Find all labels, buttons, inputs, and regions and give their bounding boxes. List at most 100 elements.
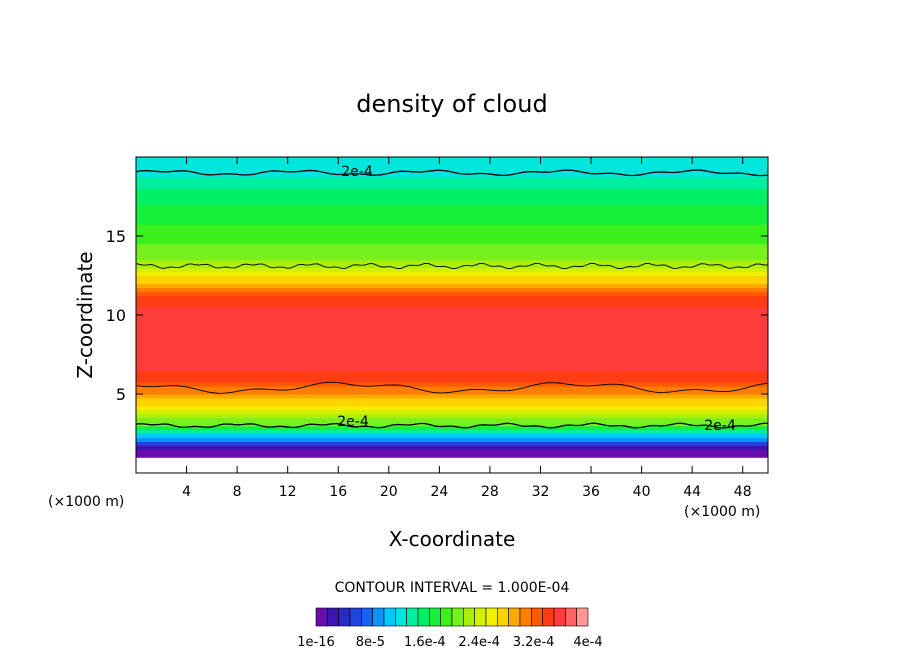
field-band: [136, 196, 768, 202]
field-band: [136, 271, 768, 277]
contour-label: 2e-4: [704, 418, 736, 434]
contour-interval-text: CONTOUR INTERVAL = 1.000E-04: [335, 580, 570, 596]
colorbar-swatch: [395, 607, 407, 627]
colorbar-label: 2.4e-4: [458, 635, 500, 650]
x-tick-label: 32: [532, 484, 550, 500]
colorbar-swatch: [576, 607, 589, 627]
contour-line: [135, 169, 769, 177]
field-band: [136, 184, 768, 190]
field-band: [136, 259, 768, 265]
chart-title: density of cloud: [356, 90, 547, 118]
field-band: [136, 445, 768, 450]
colorbar-swatch: [327, 607, 339, 627]
contour-line: [135, 381, 769, 394]
x-tick-label: 12: [279, 484, 297, 500]
field-band: [136, 176, 768, 182]
field-band: [136, 239, 768, 245]
field-band: [136, 287, 768, 292]
field-band: [136, 362, 768, 367]
field-band: [136, 168, 768, 174]
field-band: [136, 157, 768, 162]
colorbar-swatch: [361, 607, 373, 627]
field-band: [136, 382, 768, 387]
y-axis: 5 10 15: [106, 227, 768, 404]
field-band: [136, 370, 768, 375]
colorbar-swatch: [531, 607, 543, 627]
x-tick-label: 4: [182, 484, 191, 500]
field-band: [136, 243, 768, 249]
colorbar-swatch: [383, 607, 396, 627]
field-band: [136, 453, 768, 458]
colorbar-swatch: [440, 607, 453, 627]
field-band: [136, 330, 768, 336]
field-band: [136, 315, 768, 320]
field-band: [136, 200, 768, 205]
x-tick-label: 36: [582, 484, 600, 500]
colorbar-swatch: [542, 607, 555, 627]
field-band: [136, 172, 768, 178]
field-band: [136, 421, 768, 427]
colorbar-label: 8e-5: [356, 635, 385, 650]
field-band: [136, 164, 768, 170]
field-band: [136, 303, 768, 308]
field-band: [136, 307, 768, 312]
colorbar-label: 1e-16: [297, 635, 335, 650]
field-band: [136, 334, 768, 340]
colorbar-swatch: [338, 607, 351, 627]
field-band: [136, 232, 768, 237]
colorbar-swatch: [406, 607, 419, 627]
y-tick-label: 5: [116, 385, 126, 404]
colorbar: 1e-16 8e-5 1.6e-4 2.4e-4 3.2e-4 4e-4: [297, 607, 603, 650]
x-axis-label: X-coordinate: [389, 527, 516, 551]
field-band: [136, 291, 768, 296]
field-band: [136, 275, 768, 281]
colorbar-label: 4e-4: [573, 635, 602, 650]
field-band: [136, 417, 768, 423]
colorbar-swatch: [519, 607, 532, 627]
field-band: [136, 318, 768, 324]
colorbar-label: 1.6e-4: [404, 635, 446, 650]
field-band: [136, 401, 768, 407]
field-band: [136, 425, 768, 431]
field-band: [136, 255, 768, 261]
x-axis: 4 8 12 16 20 24 28 32 36 40 44 48: [182, 157, 752, 500]
field-band: [136, 374, 768, 379]
field-band: [136, 283, 768, 288]
x-tick-label: 28: [481, 484, 499, 500]
field-band: [136, 247, 768, 253]
field-band: [136, 228, 768, 233]
field-band: [136, 358, 768, 363]
field-band: [136, 208, 768, 213]
field-band: [136, 299, 768, 304]
field-band: [136, 409, 768, 415]
field-band: [136, 279, 768, 284]
field-band: [136, 342, 768, 348]
field-band: [136, 322, 768, 328]
field-band: [136, 429, 768, 435]
contour-line: [135, 422, 769, 429]
x-unit-left: (×1000 m): [48, 494, 124, 510]
field-band: [136, 160, 768, 166]
plot-area: [136, 157, 768, 474]
colorbar-swatch: [429, 607, 441, 627]
colorbar-swatch: [508, 607, 521, 627]
colorbar-swatch: [372, 607, 385, 627]
field-band: [136, 224, 768, 229]
contour-lines: [135, 169, 769, 429]
field-band: [136, 437, 768, 442]
colorbar-swatch: [497, 607, 509, 627]
x-tick-label: 48: [734, 484, 752, 500]
x-tick-label: 20: [380, 484, 398, 500]
field-band: [136, 263, 768, 269]
colorbar-swatch: [417, 607, 430, 627]
contour-line: [135, 262, 769, 270]
colorbar-swatch: [474, 607, 487, 627]
field-band: [136, 192, 768, 198]
field-band: [136, 220, 768, 225]
colorbar-swatch: [463, 607, 475, 627]
y-tick-label: 10: [106, 306, 126, 325]
x-tick-label: 40: [633, 484, 651, 500]
field-band: [136, 386, 768, 391]
field-band: [136, 216, 768, 221]
field-band: [136, 212, 768, 217]
